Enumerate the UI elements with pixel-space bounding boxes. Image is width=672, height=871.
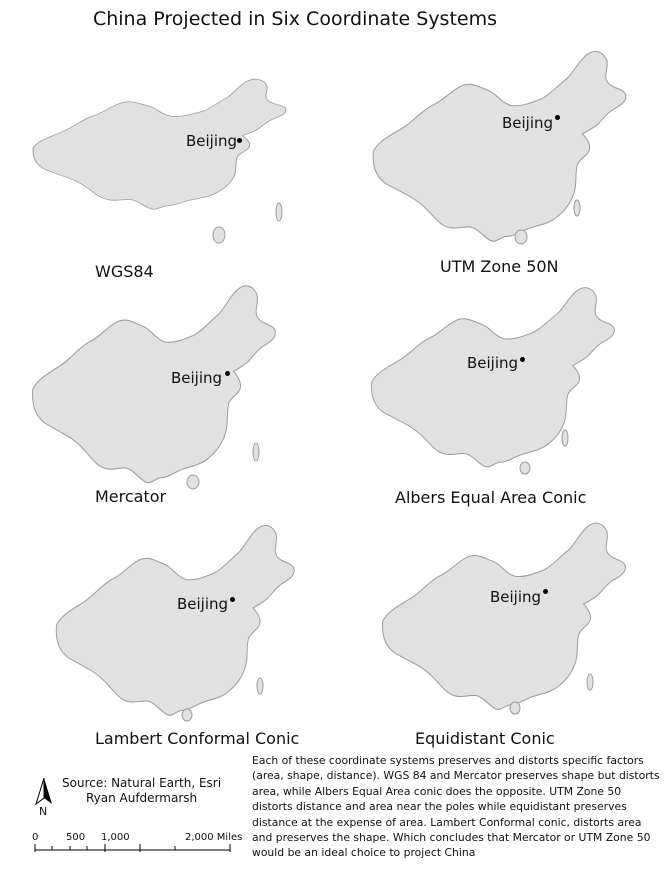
map-panel-utm: Beijing xyxy=(368,40,638,250)
scale-label: 500 xyxy=(66,832,86,843)
city-label-beijing: Beijing xyxy=(490,588,542,606)
beijing-dot xyxy=(520,357,525,362)
china-outline-utm xyxy=(372,50,627,245)
projection-label-wgs84: WGS84 xyxy=(95,262,154,281)
map-panel-lambert: Beijing xyxy=(50,518,300,723)
china-outline-lambert xyxy=(55,524,295,722)
projection-label-lambert: Lambert Conformal Conic xyxy=(95,729,300,748)
scale-label: 1,000 xyxy=(101,832,130,843)
beijing-dot xyxy=(543,589,548,594)
source-line: Source: Natural Earth, Esri xyxy=(62,776,222,790)
city-label-beijing: Beijing xyxy=(171,369,223,387)
city-label-beijing: Beijing xyxy=(467,354,519,372)
projection-label-albers: Albers Equal Area Conic xyxy=(395,488,587,507)
source-credit: Source: Natural Earth, Esri Ryan Aufderm… xyxy=(62,776,221,806)
beijing-dot xyxy=(237,138,242,143)
scale-label: 2,000 Miles xyxy=(185,832,243,843)
scale-label: 0 xyxy=(32,832,39,843)
map-panel-wgs84: Beijing xyxy=(14,60,314,260)
projection-label-utm: UTM Zone 50N xyxy=(440,257,559,276)
map-panel-mercator: Beijing xyxy=(18,272,288,490)
city-label-beijing: Beijing xyxy=(177,595,229,613)
china-outline-mercator xyxy=(32,285,276,490)
north-arrow: N xyxy=(34,777,54,822)
beijing-dot xyxy=(230,597,235,602)
beijing-dot xyxy=(225,371,230,376)
china-outline-equidistant xyxy=(382,522,626,715)
north-label: N xyxy=(39,805,48,818)
north-arrow-icon xyxy=(35,777,52,806)
city-label-beijing: Beijing xyxy=(186,132,238,150)
china-outline-wgs84 xyxy=(32,78,287,244)
city-label-beijing: Beijing xyxy=(502,114,554,132)
author-line: Ryan Aufdermarsh xyxy=(85,791,198,805)
map-panel-albers: Beijing xyxy=(365,275,630,475)
scale-bar xyxy=(34,844,231,852)
description-text: Each of these coordinate systems preserv… xyxy=(252,754,660,860)
projection-label-equidistant: Equidistant Conic xyxy=(415,729,555,748)
projection-label-mercator: Mercator xyxy=(95,487,167,506)
map-panel-equidistant: Beijing xyxy=(380,512,640,722)
map-title: China Projected in Six Coordinate System… xyxy=(92,8,498,30)
china-outline-albers xyxy=(371,287,615,475)
beijing-dot xyxy=(555,115,560,120)
